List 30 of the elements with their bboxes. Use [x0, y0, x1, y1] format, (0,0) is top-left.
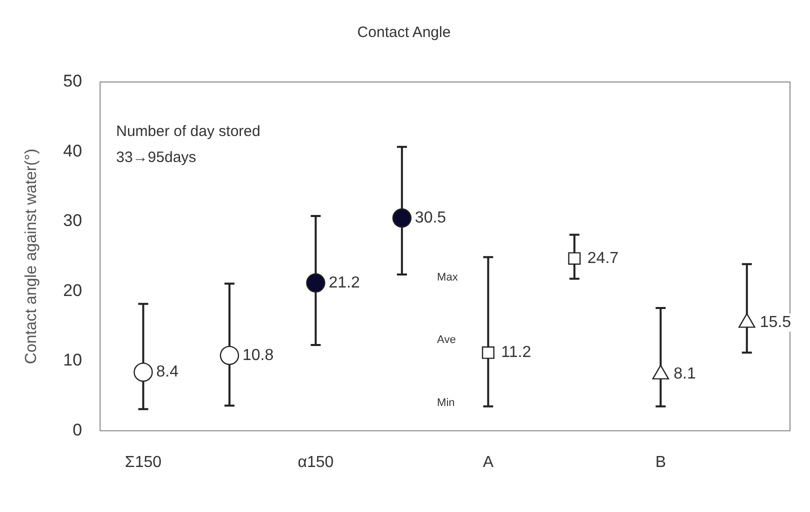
data-label: 10.8 — [242, 346, 274, 364]
data-label: 11.2 — [501, 344, 532, 362]
point — [220, 346, 240, 366]
data-label: 8.4 — [156, 364, 179, 381]
point — [134, 362, 153, 382]
point — [306, 273, 326, 293]
data-label: 24.7 — [587, 250, 619, 267]
annotation: Max — [437, 271, 458, 284]
chart-title: Contact Angle — [357, 24, 451, 42]
annotation: Ave — [437, 334, 456, 346]
x-tick-label: B — [655, 454, 666, 471]
x-tick-label: Σ150 — [124, 454, 162, 471]
point — [482, 346, 494, 359]
y-axis-title: Contact angle against water(°) — [23, 148, 40, 364]
annotation: Min — [437, 396, 455, 409]
y-tick-label: 50 — [63, 72, 82, 91]
x-tick-label: A — [482, 454, 494, 471]
data-label: 21.2 — [328, 274, 360, 292]
data-label: 30.5 — [414, 209, 446, 226]
y-tick-label: 40 — [63, 141, 82, 160]
annotation: Number of day stored 33→95days — [116, 123, 260, 166]
y-tick-label: 10 — [63, 350, 82, 370]
data-label: 8.1 — [674, 366, 696, 383]
point — [568, 252, 581, 265]
point — [392, 208, 412, 228]
x-tick-label: α150 — [298, 454, 334, 471]
y-tick-label: 30 — [63, 211, 82, 230]
y-tick-label: 0 — [72, 420, 82, 440]
data-label: 15.5 — [760, 314, 792, 332]
y-tick-label: 20 — [63, 280, 82, 300]
